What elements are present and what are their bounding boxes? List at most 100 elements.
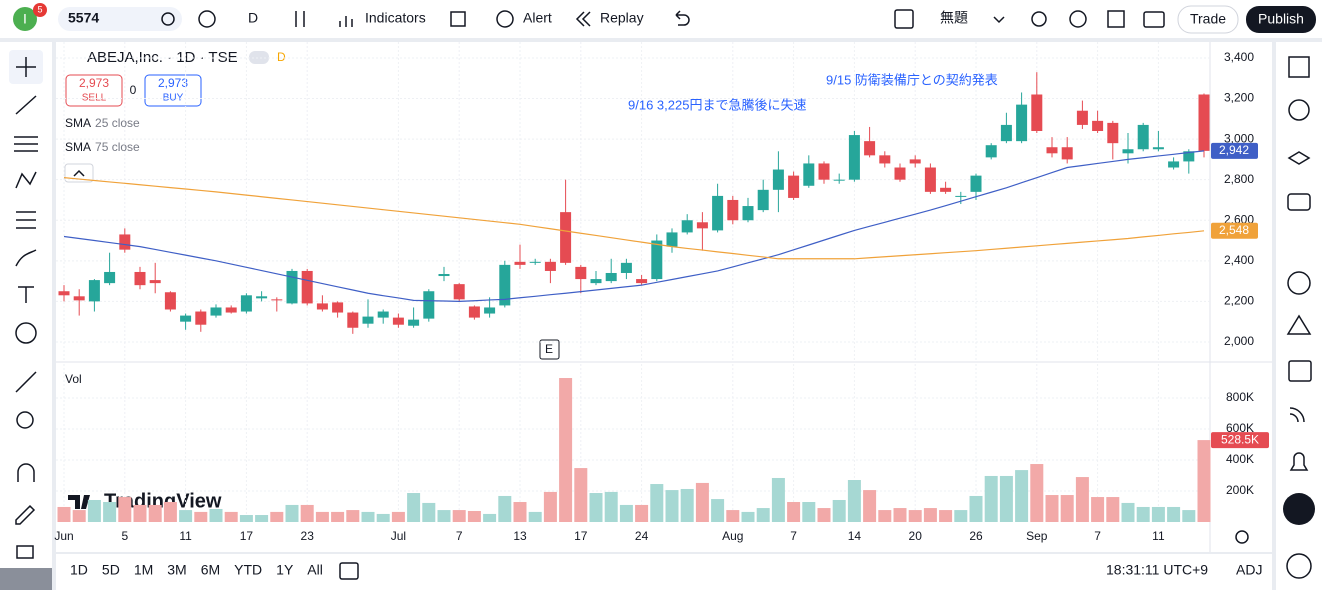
candle-body (590, 279, 602, 284)
volume-bar (1091, 497, 1105, 522)
watchlist[interactable] (1288, 56, 1310, 78)
alert[interactable]: Alert (523, 10, 552, 26)
targets[interactable] (1287, 271, 1311, 295)
volume-bar (893, 508, 907, 522)
emoji-tool[interactable] (15, 322, 37, 344)
range-button[interactable]: 6M (201, 562, 220, 578)
volume-bar (1075, 477, 1089, 522)
range-button[interactable]: 1M (134, 562, 153, 578)
volume-bar (726, 510, 740, 522)
volume-bar (209, 508, 223, 522)
volume-bar (285, 504, 299, 522)
trendline-tool[interactable] (15, 95, 37, 115)
volume-bar (756, 508, 770, 522)
brush-tool[interactable] (15, 249, 37, 267)
sma-line (63, 177, 1205, 260)
chart-title: ABEJA,Inc. · 1D · TSE (87, 49, 238, 66)
candle-body (742, 206, 754, 221)
zoom-tool[interactable] (16, 411, 34, 429)
snapshot[interactable] (1143, 11, 1165, 28)
y-tick-label: 3,200 (1224, 91, 1254, 105)
chevron[interactable] (993, 16, 1005, 24)
volume-bar (467, 510, 481, 522)
lock-draw-tool[interactable] (15, 504, 36, 525)
range-button[interactable]: All (307, 562, 323, 578)
replay-icon (575, 11, 591, 27)
magnet-tool[interactable] (17, 463, 35, 482)
layers[interactable] (1287, 151, 1311, 165)
fullscreen[interactable] (1107, 10, 1125, 28)
date-range[interactable] (339, 562, 359, 580)
candle-body (696, 222, 708, 229)
quick-search[interactable] (1031, 11, 1047, 27)
pattern-tool[interactable] (15, 171, 37, 189)
adj[interactable]: ADJ (1236, 562, 1262, 578)
lock-tool[interactable] (16, 545, 34, 559)
volume-bar (346, 510, 360, 522)
annotation: 9/16 3,225円まで急騰後に失速 (628, 97, 806, 112)
candle-body (1092, 120, 1104, 132)
chat[interactable] (1287, 193, 1311, 211)
undo[interactable] (675, 10, 690, 26)
replay[interactable]: Replay (600, 10, 644, 26)
templates[interactable] (450, 11, 466, 27)
volume-bar (407, 493, 421, 522)
candle-body (636, 279, 648, 284)
alerts[interactable] (1288, 99, 1310, 121)
text-tool[interactable] (18, 286, 34, 303)
price-label-box (1211, 222, 1258, 239)
range-button[interactable]: 1Y (276, 562, 294, 578)
settings[interactable] (1069, 10, 1087, 28)
volume-bar (650, 484, 664, 522)
volume-tick-label: 200K (1226, 483, 1254, 497)
volume-bar (422, 502, 436, 522)
interval[interactable]: D (248, 10, 258, 26)
axis-settings[interactable] (1235, 530, 1249, 544)
candle-body (180, 315, 192, 322)
candle-body (970, 175, 982, 192)
range-button[interactable]: YTD (234, 562, 262, 578)
volume-bar (133, 504, 147, 522)
candle-body (1107, 122, 1119, 144)
volume-bar (1106, 497, 1120, 522)
price-label-box (1211, 142, 1258, 159)
candle-body (788, 175, 800, 198)
volume-bar (513, 502, 527, 522)
avatar[interactable] (13, 7, 37, 31)
earnings-marker[interactable] (539, 339, 560, 360)
volume-bar (1045, 495, 1059, 522)
buy-button[interactable] (144, 74, 202, 107)
volume-bar (954, 510, 968, 522)
layout-name[interactable]: 無題 (940, 10, 968, 26)
symbol-search[interactable] (58, 7, 182, 31)
range-button[interactable]: 1D (70, 562, 88, 578)
trade-button[interactable] (1177, 5, 1239, 34)
range-button[interactable]: 3M (167, 562, 186, 578)
calendar[interactable] (1288, 360, 1312, 382)
help[interactable] (1286, 553, 1312, 579)
candle-body (864, 141, 876, 156)
publish-button[interactable] (1246, 6, 1316, 33)
x-tick-label: 5 (121, 529, 128, 543)
notifications[interactable] (1289, 452, 1309, 471)
range-button[interactable]: 5D (102, 562, 120, 578)
ruler-tool[interactable] (15, 371, 37, 393)
sell-price: 2,973 (79, 76, 109, 90)
y-tick-label: 2,200 (1224, 294, 1254, 308)
tools-footer (0, 568, 52, 590)
streams[interactable] (1289, 407, 1305, 423)
forecast-tool[interactable] (16, 211, 36, 229)
ideas[interactable] (1286, 314, 1312, 335)
layout-icon[interactable] (894, 9, 914, 29)
indicators[interactable]: Indicators (365, 10, 426, 26)
apps[interactable] (1283, 493, 1315, 525)
candle-body (301, 270, 313, 304)
volume-bar (437, 510, 451, 522)
add-symbol[interactable] (198, 10, 216, 28)
volume-bar (908, 510, 922, 522)
crosshair-tool[interactable] (16, 57, 36, 77)
candle-icon[interactable] (295, 11, 305, 27)
collapse-legend[interactable] (64, 163, 94, 183)
volume-bar (619, 504, 633, 522)
fib-tool[interactable] (14, 136, 38, 152)
